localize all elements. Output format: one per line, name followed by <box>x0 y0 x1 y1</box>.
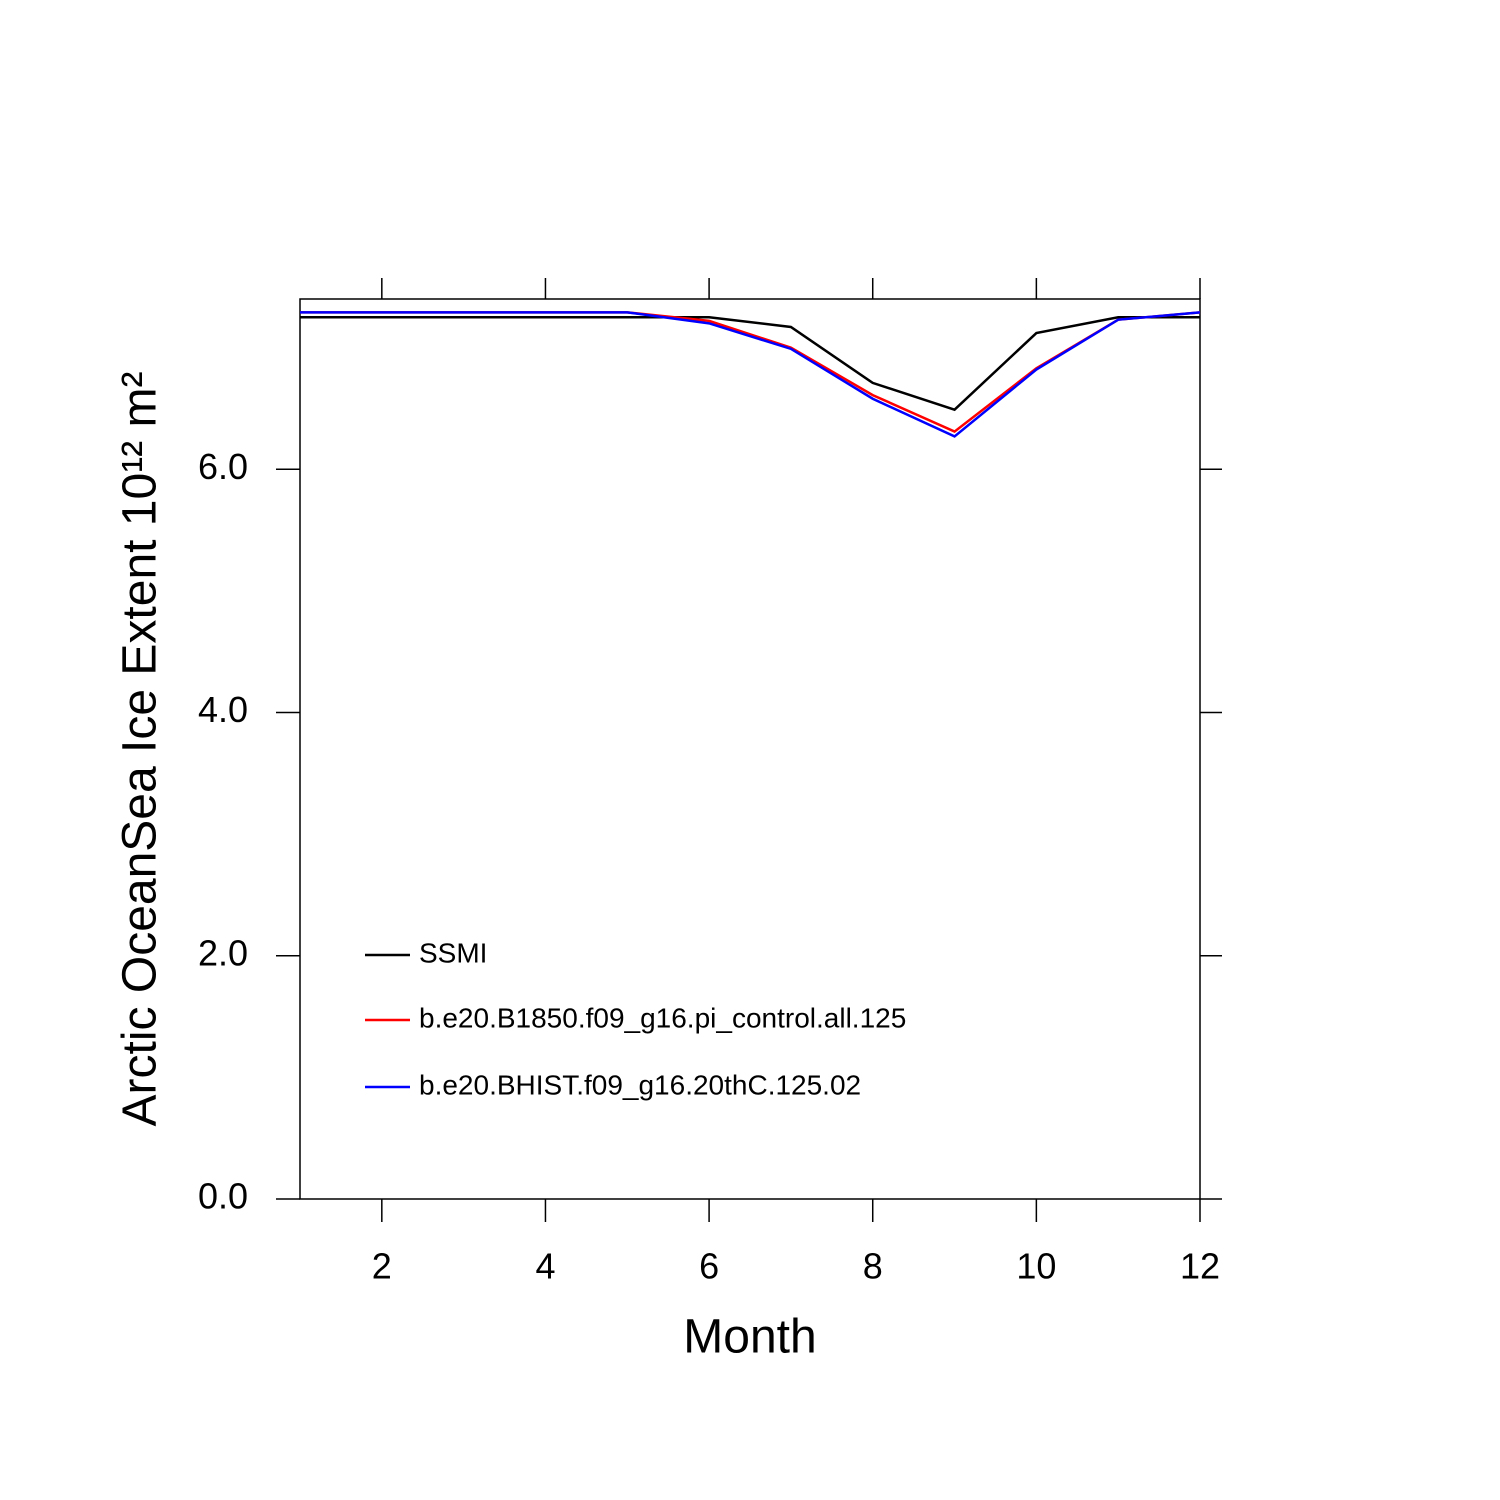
y-tick-label: 2.0 <box>198 932 248 973</box>
x-tick-label: 12 <box>1180 1246 1220 1287</box>
y-tick-label: 6.0 <box>198 446 248 487</box>
x-tick-label: 6 <box>699 1246 719 1287</box>
x-axis-title: Month <box>683 1311 816 1364</box>
data-line <box>300 311 1201 438</box>
data-line <box>300 315 1200 412</box>
legend-label: b.e20.BHIST.f09_g16.20thC.125.02 <box>419 1069 861 1100</box>
y-tick-label: 4.0 <box>198 689 248 730</box>
legend-label: SSMI <box>419 937 487 968</box>
y-tick-label: 0.0 <box>198 1176 248 1217</box>
plot-frame <box>299 298 1201 1200</box>
x-tick-label: 10 <box>1016 1246 1056 1287</box>
x-tick-label: 4 <box>535 1246 555 1287</box>
y-axis-title: Arctic OceanSea Ice Extent 10¹² m² <box>114 372 167 1127</box>
data-line <box>300 311 1201 434</box>
legend-label: b.e20.B1850.f09_g16.pi_control.all.125 <box>419 1002 906 1033</box>
x-tick-label: 8 <box>863 1246 883 1287</box>
x-tick-label: 2 <box>372 1246 392 1287</box>
